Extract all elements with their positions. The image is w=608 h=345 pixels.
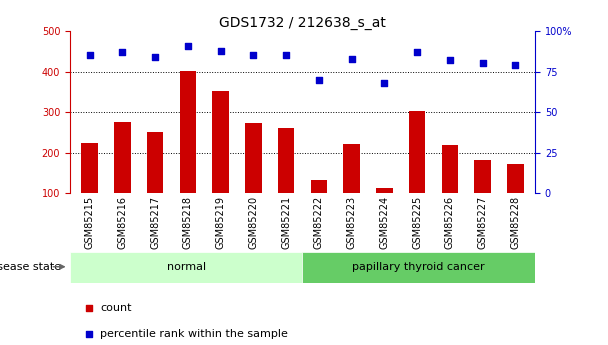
Point (85, 52, 94, 58)
Bar (147, 132, 164, 193)
Bar (81, 142, 98, 193)
Text: GSM85215: GSM85215 (85, 196, 95, 249)
Bar (507, 164, 523, 193)
Text: percentile rank within the sample: percentile rank within the sample (100, 329, 288, 339)
Text: GSM85223: GSM85223 (347, 196, 357, 249)
Bar (409, 111, 426, 193)
Point (467, 7, 477, 13)
Point (347, 56, 356, 61)
Text: GSM85222: GSM85222 (314, 196, 324, 249)
Point (282, 52, 291, 58)
Point (379, 80, 389, 86)
Point (117, 49, 127, 55)
Bar (212, 91, 229, 193)
Point (314, 77, 323, 82)
Text: GSM85219: GSM85219 (216, 196, 226, 249)
Point (249, 52, 258, 58)
Point (478, 61, 488, 66)
Text: GSM85217: GSM85217 (150, 196, 160, 249)
Text: GSM85220: GSM85220 (248, 196, 258, 249)
Text: GSM85226: GSM85226 (445, 196, 455, 249)
Bar (114, 122, 131, 193)
Text: GSM85218: GSM85218 (183, 196, 193, 249)
Bar (474, 160, 491, 193)
Text: GSM85221: GSM85221 (281, 196, 291, 249)
Bar (441, 145, 458, 193)
Text: GSM85225: GSM85225 (412, 196, 422, 249)
Text: disease state: disease state (0, 262, 61, 272)
Text: GSM85227: GSM85227 (478, 196, 488, 249)
Text: GSM85216: GSM85216 (117, 196, 127, 249)
Text: papillary thyroid cancer: papillary thyroid cancer (353, 263, 485, 272)
Title: GDS1732 / 212638_s_at: GDS1732 / 212638_s_at (219, 16, 386, 30)
Point (511, 62, 520, 68)
Text: GSM85228: GSM85228 (510, 196, 520, 249)
Text: count: count (100, 303, 132, 313)
Bar (179, 71, 196, 193)
Bar (311, 180, 327, 193)
Point (467, 242, 477, 248)
Text: GSM85224: GSM85224 (379, 196, 389, 249)
Bar (278, 128, 294, 193)
Bar (344, 144, 360, 193)
Point (150, 54, 160, 60)
Bar (302, 252, 535, 283)
Point (216, 48, 226, 53)
Bar (376, 188, 393, 193)
Text: normal: normal (167, 263, 206, 272)
Point (445, 58, 455, 63)
Bar (245, 124, 261, 193)
Point (412, 49, 422, 55)
Bar (70, 252, 302, 283)
Point (183, 43, 193, 48)
